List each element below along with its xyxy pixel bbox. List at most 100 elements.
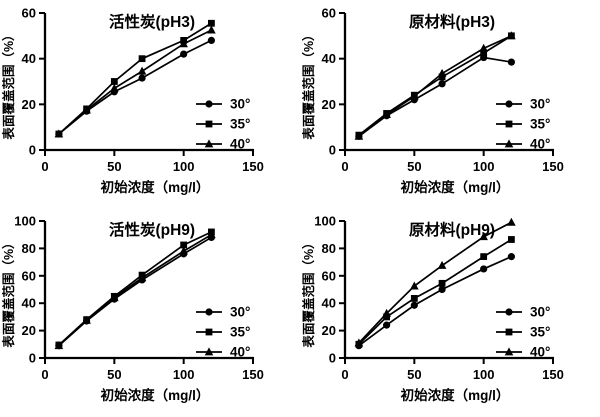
- x-axis-label: 初始浓度（mg/l）: [101, 179, 210, 195]
- y-tick-label: 40: [322, 296, 336, 311]
- series-line-40°: [58, 29, 212, 135]
- series-line-35°: [358, 35, 512, 136]
- chart-title: 原材料(pH9): [409, 220, 495, 239]
- legend: 30° 35° 40°: [496, 305, 550, 360]
- y-tick-label: 0: [329, 143, 336, 158]
- y-tick-label: 80: [22, 241, 36, 256]
- series-line-40°: [58, 233, 212, 347]
- chart-canvas-raw-material-ph3: 0 20 40 60 0 50 100 150 原材料(pH3) 初始浓度（mg/l） 表面覆盖范围…: [301, 6, 564, 196]
- series-line-40°: [358, 221, 512, 344]
- y-axis-label: 表面覆盖范围（%）: [301, 236, 316, 348]
- legend-label: 40°: [230, 345, 250, 360]
- x-axis-label: 初始浓度（mg/l）: [401, 387, 510, 403]
- circle-marker-legend-30°: [505, 100, 513, 108]
- x-tick-label: 100: [473, 159, 495, 174]
- x-tick-label: 50: [107, 367, 121, 382]
- x-axis-label: 初始浓度（mg/l）: [401, 179, 510, 195]
- series-line-30°: [358, 56, 512, 137]
- series-line-30°: [58, 39, 212, 135]
- series-line-40°: [358, 35, 512, 137]
- legend-label: 35°: [230, 325, 250, 340]
- y-axis-label: 表面覆盖范围（%）: [1, 28, 16, 140]
- legend: 30° 35° 40°: [196, 97, 250, 152]
- x-tick-label: 0: [341, 159, 348, 174]
- x-tick-label: 150: [242, 367, 264, 382]
- x-tick-label: 50: [407, 367, 421, 382]
- series-line-30°: [58, 236, 212, 347]
- triangle-marker-40°-70: [437, 68, 447, 77]
- legend-label: 40°: [530, 345, 550, 360]
- x-tick-label: 50: [407, 159, 421, 174]
- triangle-marker-40°-120: [507, 217, 516, 226]
- y-tick-label: 100: [314, 214, 336, 229]
- circle-marker-legend-30°: [205, 100, 213, 108]
- triangle-marker-40°-10: [354, 131, 364, 140]
- triangle-marker-legend-40°: [204, 139, 214, 148]
- legend-label: 35°: [530, 325, 550, 340]
- legend-label: 30°: [530, 97, 550, 112]
- chart-raw-material-ph3: 0 20 40 60 0 50 100 150 原材料(pH3) 初始浓度（mg/l） 表面覆盖范围…: [300, 0, 600, 208]
- y-tick-label: 0: [329, 351, 336, 366]
- x-tick-label: 100: [173, 159, 195, 174]
- y-tick-label: 100: [14, 214, 36, 229]
- y-tick-label: 40: [322, 51, 336, 66]
- triangle-marker-40°-100: [479, 43, 488, 52]
- square-marker-35°-70: [138, 55, 146, 63]
- x-tick-label: 100: [173, 367, 195, 382]
- square-marker-35°-100: [180, 241, 188, 249]
- circle-marker-legend-30°: [505, 308, 513, 316]
- legend: 30° 35° 40°: [496, 97, 550, 152]
- square-marker-35°-30: [383, 313, 390, 321]
- x-tick-label: 0: [341, 367, 348, 382]
- triangle-marker-40°-70: [437, 260, 447, 269]
- circle-marker-30°-30: [383, 321, 391, 329]
- triangle-marker-40°-100: [179, 246, 188, 255]
- triangle-marker-40°-30: [382, 308, 391, 317]
- series-line-35°: [58, 22, 212, 135]
- triangle-marker-legend-40°: [504, 347, 514, 356]
- circle-marker-30°-70: [438, 285, 446, 294]
- triangle-marker-40°-50: [110, 293, 119, 302]
- triangle-marker-40°-120: [507, 31, 516, 40]
- y-tick-label: 20: [322, 323, 336, 338]
- chart-title: 活性炭(pH9): [109, 220, 195, 239]
- square-marker-35°-100: [480, 49, 488, 57]
- x-axis-label: 初始浓度（mg/l）: [101, 387, 210, 403]
- x-tick-label: 150: [542, 159, 564, 174]
- triangle-marker-40°-50: [110, 83, 119, 92]
- square-marker-legend-35°: [505, 328, 513, 336]
- legend-label: 40°: [230, 137, 250, 152]
- circle-marker-30°-70: [138, 74, 146, 82]
- chart-canvas-activated-carbon-ph3: 0 20 40 60 0 50 100 150 活性炭(pH3) 初始浓度（mg/l） 表面覆盖范围…: [1, 6, 264, 196]
- triangle-marker-legend-40°: [204, 347, 214, 356]
- square-marker-35°-70: [438, 73, 446, 81]
- triangle-marker-40°-50: [410, 91, 419, 100]
- triangle-marker-40°-120: [207, 230, 216, 239]
- y-tick-label: 20: [322, 97, 336, 112]
- y-tick-label: 20: [22, 323, 36, 338]
- legend-label: 30°: [530, 305, 550, 320]
- legend-label: 30°: [230, 97, 250, 112]
- y-tick-label: 0: [29, 143, 36, 158]
- y-tick-label: 80: [322, 241, 336, 256]
- triangle-marker-40°-120: [207, 25, 216, 34]
- circle-marker-30°-100: [480, 265, 488, 273]
- x-tick-label: 150: [242, 159, 264, 174]
- square-marker-legend-35°: [205, 328, 213, 336]
- square-marker-legend-35°: [205, 120, 213, 128]
- series-line-30°: [358, 255, 512, 347]
- chart-canvas-raw-material-ph9: 0 20 40 60 80 100 0 50 100 150 原材料(pH9) 初始浓度（mg/l） 表…: [301, 214, 564, 404]
- chart-canvas-activated-carbon-ph9: 0 20 40 60 80 100 0 50 100 150 活性炭(pH9) 初始浓度（mg/l） 表…: [1, 214, 264, 404]
- triangle-marker-40°-100: [479, 232, 488, 241]
- triangle-marker-40°-10: [354, 338, 364, 347]
- y-axis-label: 表面覆盖范围（%）: [301, 28, 316, 140]
- chart-activated-carbon-ph9: 0 20 40 60 80 100 0 50 100 150 活性炭(pH9) 初始浓度（mg/l） 表…: [0, 208, 300, 416]
- triangle-marker-40°-10: [54, 341, 64, 350]
- circle-marker-30°-100: [180, 50, 188, 58]
- triangle-marker-40°-30: [82, 105, 91, 114]
- triangle-marker-40°-70: [137, 66, 147, 75]
- square-marker-35°-50: [110, 78, 118, 85]
- square-marker-35°-100: [480, 253, 488, 261]
